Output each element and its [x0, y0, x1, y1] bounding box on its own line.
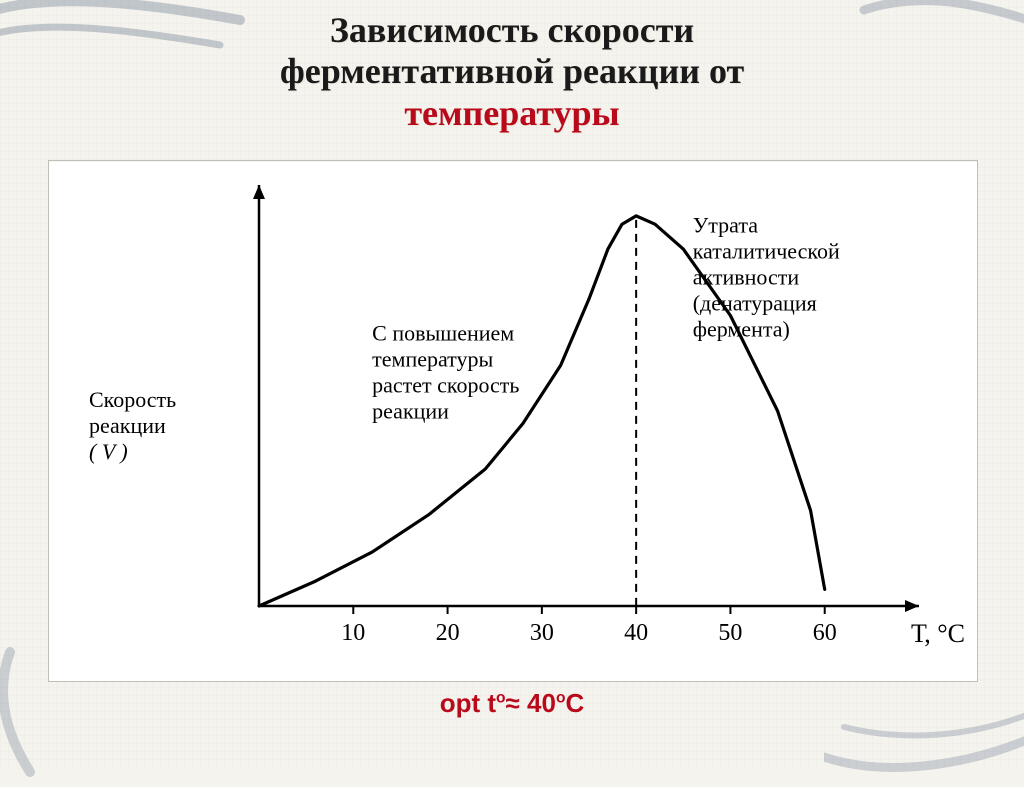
caption-sup1: o — [496, 689, 506, 706]
svg-text:температуры: температуры — [372, 346, 493, 371]
title-accent: температуры — [0, 93, 1024, 134]
title-line-2: ферментативной реакции от — [0, 51, 1024, 92]
svg-text:( V ): ( V ) — [89, 439, 128, 464]
svg-text:Скорость: Скорость — [89, 387, 176, 412]
svg-text:активности: активности — [693, 265, 800, 290]
title-line-1: Зависимость скорости — [0, 10, 1024, 51]
chart-frame: 102030405060Т, °CСкоростьреакции( V )С п… — [48, 160, 978, 682]
enzyme-temp-chart: 102030405060Т, °CСкоростьреакции( V )С п… — [49, 161, 977, 681]
caption-prefix: opt t — [440, 688, 496, 718]
svg-text:Утрата: Утрата — [693, 213, 759, 238]
optimum-caption: opt to≈ 40oC — [0, 688, 1024, 719]
svg-text:50: 50 — [718, 620, 742, 646]
svg-text:30: 30 — [530, 620, 554, 646]
svg-text:С повышением: С повышением — [372, 320, 514, 345]
caption-suffix: ≈ 40 — [506, 688, 556, 718]
page-title: Зависимость скорости ферментативной реак… — [0, 0, 1024, 134]
svg-text:каталитической: каталитической — [693, 239, 840, 264]
svg-text:(денатурация: (денатурация — [693, 291, 817, 316]
caption-tail: C — [566, 688, 585, 718]
svg-text:фермента): фермента) — [693, 317, 790, 342]
svg-text:реакции: реакции — [89, 413, 166, 438]
caption-sup2: o — [556, 689, 566, 706]
svg-text:растет скорость: растет скорость — [372, 372, 519, 397]
svg-text:20: 20 — [436, 620, 460, 646]
svg-text:реакции: реакции — [372, 398, 449, 423]
svg-text:10: 10 — [341, 620, 365, 646]
svg-text:60: 60 — [813, 620, 837, 646]
svg-text:40: 40 — [624, 620, 648, 646]
svg-text:Т, °C: Т, °C — [911, 619, 965, 648]
